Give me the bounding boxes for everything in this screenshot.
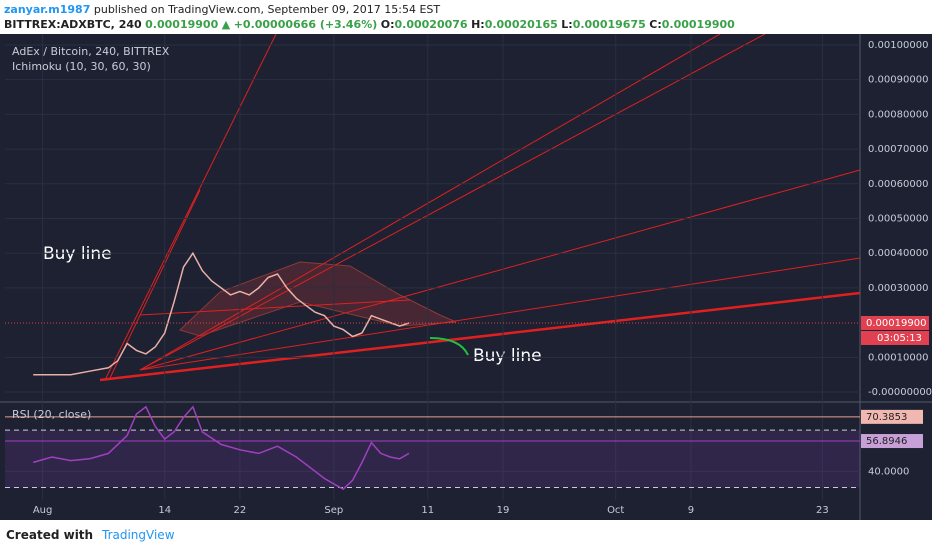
x-tick-label: 23 (816, 505, 829, 516)
chart-background (0, 34, 932, 520)
y-tick-label: 0.00100000 (868, 40, 928, 51)
arrow: ▲ (221, 18, 231, 31)
publish-line: zanyar.m1987 published on TradingView.co… (4, 3, 440, 16)
trend-line (139, 299, 411, 316)
header: zanyar.m1987 published on TradingView.co… (0, 0, 932, 34)
y-tick-label: 0.00080000 (868, 109, 928, 120)
last-price-tag (861, 315, 929, 330)
level-label: 56.8946 (866, 436, 907, 447)
footer: Created with TradingView (0, 520, 932, 550)
low: 0.00019675 (572, 18, 646, 31)
series-line (32, 405, 410, 491)
brand[interactable]: TradingView (102, 528, 175, 542)
change: +0.00000666 (+3.46%) (233, 18, 378, 31)
price: 0.00019900 (145, 18, 219, 31)
countdown: 03:05:13 (877, 333, 922, 344)
y-tick-label: 0.00030000 (868, 283, 928, 294)
l-label: L: (561, 18, 573, 31)
user[interactable]: zanyar.m1987 (4, 3, 91, 16)
buy-arrow (429, 337, 469, 356)
level-label: 70.3853 (866, 412, 907, 423)
x-tick-label: Sep (324, 505, 343, 516)
annotation: Buy line (43, 244, 112, 264)
x-tick-label: 22 (234, 505, 247, 516)
trend-line (139, 34, 721, 371)
trend-line (139, 34, 766, 371)
rsi-band (5, 430, 860, 488)
countdown-tag (861, 330, 929, 345)
chart: Buy line Buy line Aug 14 22 Sep 11 19 Oct 9 23 0.… (0, 34, 932, 520)
o-label: O: (380, 18, 395, 31)
trend-line (139, 257, 861, 371)
open: 0.00020076 (394, 18, 468, 31)
published: published on TradingView.com, September … (93, 3, 441, 16)
x-tick-label: 19 (497, 505, 510, 516)
x-tick-label: 11 (421, 505, 434, 516)
legend-entry: RSI (20, close) (12, 408, 91, 421)
x-tick-label: Oct (607, 505, 624, 516)
high: 0.00020165 (484, 18, 558, 31)
y-tick-label: 0.00070000 (868, 144, 928, 155)
level-tag (861, 434, 923, 449)
buy-trend-line (99, 291, 861, 382)
indicator-label: Ichimoku (10, 30, 60, 30) (12, 60, 151, 73)
y-tick-label: 0.00040000 (868, 248, 928, 259)
trend-line (139, 169, 861, 371)
chart-title: AdEx / Bitcoin, 240, BITTREX (12, 45, 170, 58)
y-tick-label: -0.00000000 (868, 387, 932, 398)
x-tick-label: 9 (688, 505, 694, 516)
annotation: Buy line (473, 346, 542, 366)
quote-line: BITTREX:ADXBTC, 240 0.00019900 ▲ +0.0000… (4, 18, 735, 31)
y-tick-label: 0.00050000 (868, 214, 928, 225)
x-tick-label: Aug (33, 505, 53, 516)
x-tick-label: 14 (158, 505, 171, 516)
c-label: C: (649, 18, 662, 31)
created-with: Created with (6, 528, 94, 542)
symbol: BITTREX:ADXBTC, 240 (4, 18, 142, 31)
series-line (33, 251, 410, 376)
close: 0.00019900 (661, 18, 735, 31)
level-tag (861, 409, 923, 424)
y-tick-label: 0.00060000 (868, 179, 928, 190)
h-label: H: (471, 18, 485, 31)
trend-line (104, 34, 277, 381)
trend-lines (99, 34, 861, 382)
y-tick-label: 0.00090000 (868, 75, 928, 86)
y-tick-label: 40.0000 (868, 466, 909, 477)
last-price-label: 0.00019900 (866, 318, 926, 329)
ichimoku-cloud (179, 261, 457, 337)
y-tick-label: 0.00010000 (868, 352, 928, 363)
